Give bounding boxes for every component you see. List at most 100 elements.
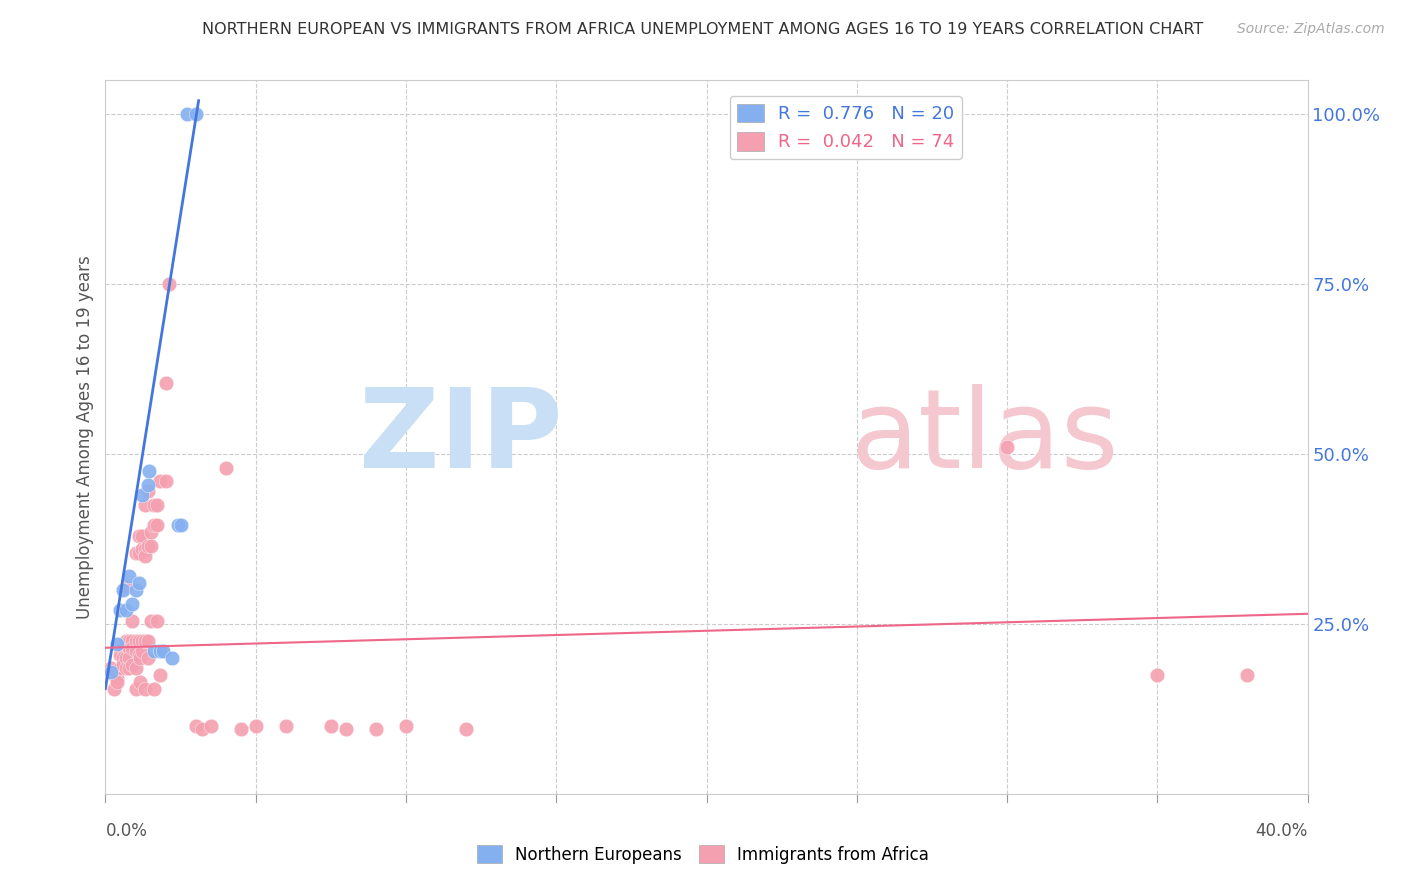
Point xyxy=(131,644,153,658)
Text: Source: ZipAtlas.com: Source: ZipAtlas.com xyxy=(1237,22,1385,37)
Point xyxy=(145,518,167,533)
Point xyxy=(129,674,152,689)
Point xyxy=(124,546,146,560)
Point xyxy=(107,671,129,685)
Point xyxy=(112,582,135,597)
Point xyxy=(131,488,153,502)
Point xyxy=(155,475,177,489)
Point xyxy=(121,614,143,628)
Point xyxy=(145,614,167,628)
Point xyxy=(364,723,387,737)
Point xyxy=(118,634,141,648)
Point xyxy=(110,603,132,617)
Point xyxy=(139,614,162,628)
Point xyxy=(103,668,125,682)
Point xyxy=(136,651,159,665)
Point xyxy=(148,475,170,489)
Point xyxy=(229,723,252,737)
Point xyxy=(128,648,150,662)
Point xyxy=(142,498,165,512)
Point xyxy=(190,723,212,737)
Point xyxy=(134,549,156,563)
Point xyxy=(136,484,159,499)
Point xyxy=(121,640,143,655)
Point xyxy=(200,719,222,733)
Point xyxy=(245,719,267,733)
Point xyxy=(176,107,198,121)
Y-axis label: Unemployment Among Ages 16 to 19 years: Unemployment Among Ages 16 to 19 years xyxy=(76,255,94,619)
Point xyxy=(136,539,159,553)
Point xyxy=(184,107,207,121)
Point xyxy=(136,634,159,648)
Point xyxy=(124,644,146,658)
Point xyxy=(274,719,297,733)
Point xyxy=(118,640,141,655)
Point xyxy=(142,681,165,696)
Point xyxy=(214,460,236,475)
Point xyxy=(134,498,156,512)
Point xyxy=(115,603,138,617)
Point xyxy=(118,661,141,675)
Text: atlas: atlas xyxy=(851,384,1119,491)
Point xyxy=(112,651,135,665)
Point xyxy=(139,525,162,540)
Point xyxy=(142,644,165,658)
Point xyxy=(128,528,150,542)
Point xyxy=(115,661,138,675)
Point xyxy=(115,580,138,594)
Point xyxy=(112,657,135,672)
Point xyxy=(456,723,478,737)
Point xyxy=(134,542,156,557)
Point xyxy=(110,648,132,662)
Point xyxy=(115,634,138,648)
Point xyxy=(142,518,165,533)
Point xyxy=(319,719,342,733)
Point xyxy=(995,440,1018,454)
Point xyxy=(124,634,146,648)
Point xyxy=(169,518,191,533)
Point xyxy=(129,651,152,665)
Point xyxy=(118,569,141,583)
Point xyxy=(134,634,156,648)
Point xyxy=(1236,668,1258,682)
Point xyxy=(107,674,129,689)
Point xyxy=(160,651,183,665)
Point xyxy=(148,644,170,658)
Point xyxy=(124,582,146,597)
Point xyxy=(100,661,122,675)
Point xyxy=(128,634,150,648)
Point xyxy=(148,668,170,682)
Point xyxy=(131,528,153,542)
Point xyxy=(136,477,159,491)
Point xyxy=(110,661,132,675)
Point xyxy=(157,277,180,292)
Point xyxy=(121,597,143,611)
Legend: R =  0.776   N = 20, R =  0.042   N = 74: R = 0.776 N = 20, R = 0.042 N = 74 xyxy=(730,96,962,159)
Point xyxy=(131,542,153,557)
Point xyxy=(155,376,177,390)
Text: NORTHERN EUROPEAN VS IMMIGRANTS FROM AFRICA UNEMPLOYMENT AMONG AGES 16 TO 19 YEA: NORTHERN EUROPEAN VS IMMIGRANTS FROM AFR… xyxy=(202,22,1204,37)
Point xyxy=(121,657,143,672)
Point xyxy=(128,576,150,591)
Point xyxy=(335,723,357,737)
Point xyxy=(138,464,160,478)
Point xyxy=(145,498,167,512)
Point xyxy=(152,644,174,658)
Point xyxy=(115,651,138,665)
Point xyxy=(131,634,153,648)
Text: 40.0%: 40.0% xyxy=(1256,822,1308,840)
Point xyxy=(139,539,162,553)
Point xyxy=(121,634,143,648)
Point xyxy=(395,719,418,733)
Text: 0.0%: 0.0% xyxy=(105,822,148,840)
Point xyxy=(1146,668,1168,682)
Point xyxy=(103,681,125,696)
Legend: Northern Europeans, Immigrants from Africa: Northern Europeans, Immigrants from Afri… xyxy=(471,838,935,871)
Point xyxy=(100,665,122,679)
Point xyxy=(112,640,135,655)
Point xyxy=(134,681,156,696)
Point xyxy=(166,518,188,533)
Point xyxy=(184,719,207,733)
Point xyxy=(124,681,146,696)
Point xyxy=(124,661,146,675)
